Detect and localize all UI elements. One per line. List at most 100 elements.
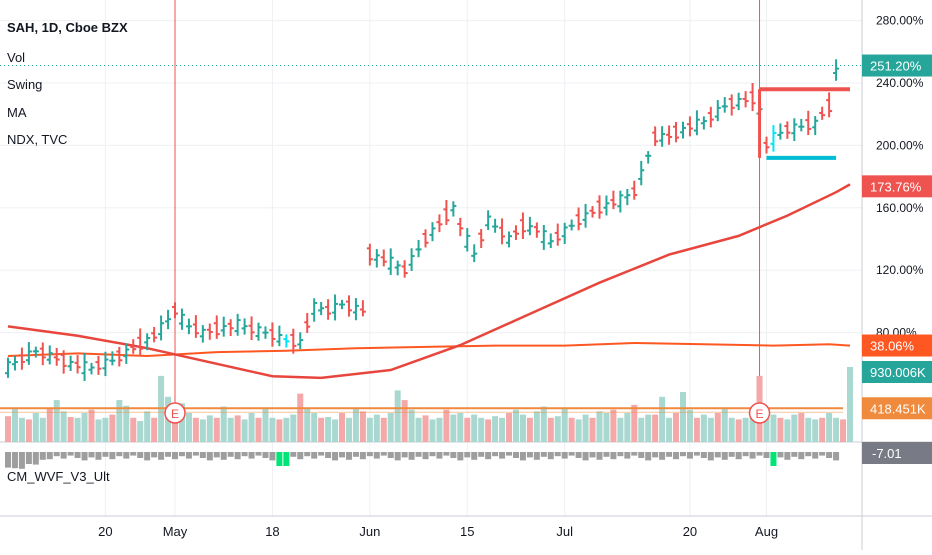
volume-bar (53, 400, 60, 442)
volume-bar (283, 417, 290, 442)
ohlc-bar (192, 315, 199, 338)
volume-bar (311, 412, 318, 442)
volume-bar (617, 417, 624, 442)
ohlc-bar (46, 345, 53, 365)
volume-bar (290, 414, 297, 442)
volume-bar (533, 411, 540, 442)
volume-bar (332, 419, 339, 442)
ohlc-bar (812, 116, 819, 136)
volume-bar (394, 390, 401, 442)
volume-bar (373, 414, 380, 442)
volume-bar (492, 416, 499, 442)
wvf-value-box (862, 442, 932, 464)
wvf-bar (137, 452, 144, 458)
volume-bar (220, 406, 227, 442)
ohlc-bar (512, 225, 519, 240)
volume-bar (199, 419, 206, 442)
time-axis-tick: 20 (683, 524, 697, 539)
ohlc-bar (206, 323, 213, 340)
wvf-bar (429, 452, 436, 457)
ohlc-bar (178, 308, 185, 330)
volume-bar (39, 417, 46, 442)
volume-bar (380, 417, 387, 442)
wvf-bar (185, 452, 192, 459)
earnings-marker-circle (164, 402, 186, 424)
ohlc-bar (749, 83, 756, 112)
wvf-bar (589, 452, 596, 458)
wvf-bar (241, 452, 248, 457)
indicator-label[interactable]: CM_WVF_V3_Ult (7, 469, 110, 484)
earnings-marker[interactable]: E (748, 402, 771, 424)
volume-bar (25, 419, 32, 442)
wvf-bar (408, 452, 415, 460)
legend-ma[interactable]: MA (7, 105, 27, 120)
legend-ndx[interactable]: NDX, TVC (7, 132, 68, 147)
ohlc-bar (255, 322, 262, 341)
volume-bar (81, 412, 88, 442)
ohlc-bar (777, 123, 784, 140)
ohlc-bar (318, 302, 325, 316)
wvf-bar (151, 452, 158, 458)
ohlc-bar (457, 217, 464, 237)
volume-bar (575, 419, 582, 442)
earnings-marker[interactable]: E (164, 402, 186, 424)
wvf-bar (686, 452, 693, 459)
ohlc-bar (172, 302, 179, 319)
wvf-bar (18, 452, 25, 469)
volume-bar (777, 417, 784, 442)
wvf-bar (693, 452, 700, 456)
wvf-bar (673, 452, 680, 460)
volume-bar (506, 412, 513, 442)
ohlc-bar (144, 333, 151, 351)
volume-bar (255, 417, 262, 442)
wvf-bar (255, 452, 262, 456)
volume-bar (679, 392, 686, 442)
wvf-bar (631, 452, 638, 456)
ohlc-bar (11, 355, 18, 371)
wvf-bar (617, 452, 624, 457)
volume-bar (499, 417, 506, 442)
ohlc-bar (798, 118, 805, 132)
ohlc-bar (283, 334, 290, 348)
wvf-bar (366, 452, 373, 457)
wvf-bar (526, 452, 533, 458)
volume-bar (339, 412, 346, 442)
ohlc-bar (679, 121, 686, 139)
legend-vol[interactable]: Vol (7, 50, 26, 65)
ohlc-bar (547, 233, 554, 249)
wvf-bar (679, 452, 686, 457)
volume-bar (67, 417, 74, 442)
symbol-title[interactable]: SAH, 1D, Cboe BZX (7, 20, 128, 35)
volume-bar (784, 419, 791, 442)
ohlc-bar (499, 218, 506, 245)
ohlc-bar (471, 244, 478, 263)
ohlc-bar (617, 190, 624, 213)
volume-bar (151, 417, 158, 442)
wvf-bar (165, 452, 172, 457)
volume-bar (478, 417, 485, 442)
ohlc-bar (248, 316, 255, 341)
ohlc-bar (596, 195, 603, 219)
ohlc-bar (673, 122, 680, 143)
wvf-bar (471, 452, 478, 460)
wvf-bar (554, 452, 561, 457)
volume-bar (248, 412, 255, 442)
wvf-bar (394, 452, 401, 461)
legend-swing[interactable]: Swing (7, 77, 43, 92)
wvf-bar (102, 452, 109, 457)
wvf-bar (492, 452, 499, 457)
ohlc-bar (345, 295, 352, 317)
ohlc-bar (366, 243, 373, 266)
wvf-bar (248, 452, 255, 459)
volume-bar (645, 414, 652, 442)
ohlc-bar (826, 92, 833, 118)
volume-bar (805, 417, 812, 442)
ndx-price-label: 38.06% (862, 334, 932, 357)
volume-bar (144, 411, 151, 442)
wvf-bar (88, 452, 95, 458)
wvf-bar (763, 452, 770, 458)
wvf-bar (95, 452, 102, 460)
wvf-bar (478, 452, 485, 457)
